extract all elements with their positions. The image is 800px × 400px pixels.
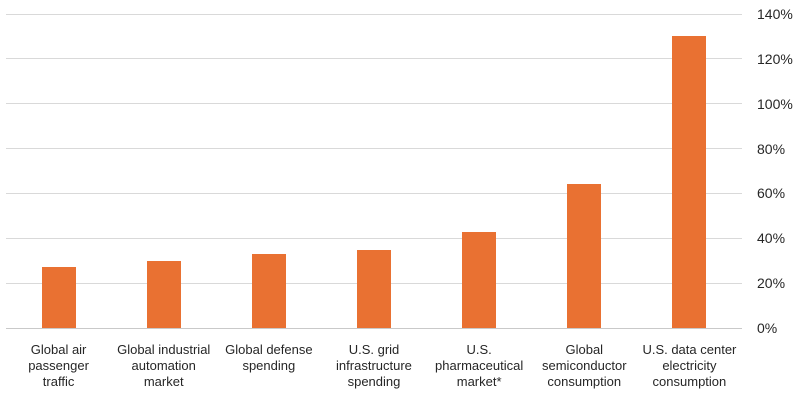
gridline: [6, 58, 742, 60]
bar: [41, 267, 76, 328]
x-axis-category-label: U.S. pharmaceutical market*: [419, 342, 540, 390]
x-axis-category-label-line: Global industrial: [117, 342, 211, 357]
x-axis-category-label-line: automation: [131, 358, 196, 373]
x-axis-category-label-line: U.S. data center: [642, 342, 737, 357]
x-axis-category-label-line: U.S. grid: [348, 342, 400, 357]
x-axis-category-label: Global air passenger traffic: [0, 342, 119, 390]
x-axis-category-label: Global defense spending: [208, 342, 329, 374]
x-axis-category-label-line: passenger: [28, 358, 89, 373]
bar: [146, 260, 181, 328]
x-axis-category-label-line: Global defense: [225, 342, 313, 357]
y-axis-tick-label: 20%: [757, 275, 786, 292]
gridline: [6, 13, 742, 15]
x-axis-category-label-line: consumption: [652, 374, 727, 389]
bar: [462, 231, 497, 328]
gridline: [6, 103, 742, 105]
gridline: [6, 192, 742, 194]
y-axis-tick-label: 120%: [757, 50, 793, 67]
y-axis-tick-label: 60%: [757, 185, 786, 202]
gridline: [6, 237, 742, 239]
bar: [567, 184, 602, 328]
bar: [357, 249, 391, 328]
x-axis-category-label: U.S. data center electricity consumption: [629, 342, 750, 390]
bar: [251, 253, 286, 328]
x-axis-category-label: U.S. grid infrastructure spending: [313, 342, 434, 390]
y-axis-tick-label: 0%: [757, 320, 778, 336]
x-axis-category-label-line: electricity: [662, 358, 717, 373]
x-axis-category-label-line: U.S.: [466, 342, 492, 357]
x-axis-category-label-line: market: [143, 374, 184, 389]
y-axis-tick-label: 100%: [757, 95, 793, 112]
x-axis-category-label: Global industrial automation market: [103, 342, 224, 390]
bar: [672, 36, 707, 328]
y-axis-tick-label: 40%: [757, 230, 786, 247]
y-axis-tick-label: 80%: [757, 140, 786, 157]
x-axis-category-label-line: semiconductor: [542, 358, 627, 373]
x-axis-category-label-line: consumption: [547, 374, 622, 389]
x-axis-category-label-line: spending: [242, 358, 296, 373]
x-axis-line: [6, 327, 742, 329]
x-axis-category-label-line: Global: [565, 342, 604, 357]
x-axis-category-label-line: infrastructure: [336, 358, 412, 373]
x-axis-category-label-line: traffic: [42, 374, 75, 389]
x-axis-category-label-line: spending: [347, 374, 401, 389]
gridline: [6, 148, 742, 150]
x-axis-category-label-line: pharmaceutical: [435, 358, 524, 373]
x-axis-category-label-line: Global air: [30, 342, 87, 357]
y-axis-tick-label: 140%: [757, 6, 793, 22]
x-axis-category-label-line: market*: [456, 374, 502, 389]
x-axis-category-label: Global semiconductor consumption: [524, 342, 645, 390]
